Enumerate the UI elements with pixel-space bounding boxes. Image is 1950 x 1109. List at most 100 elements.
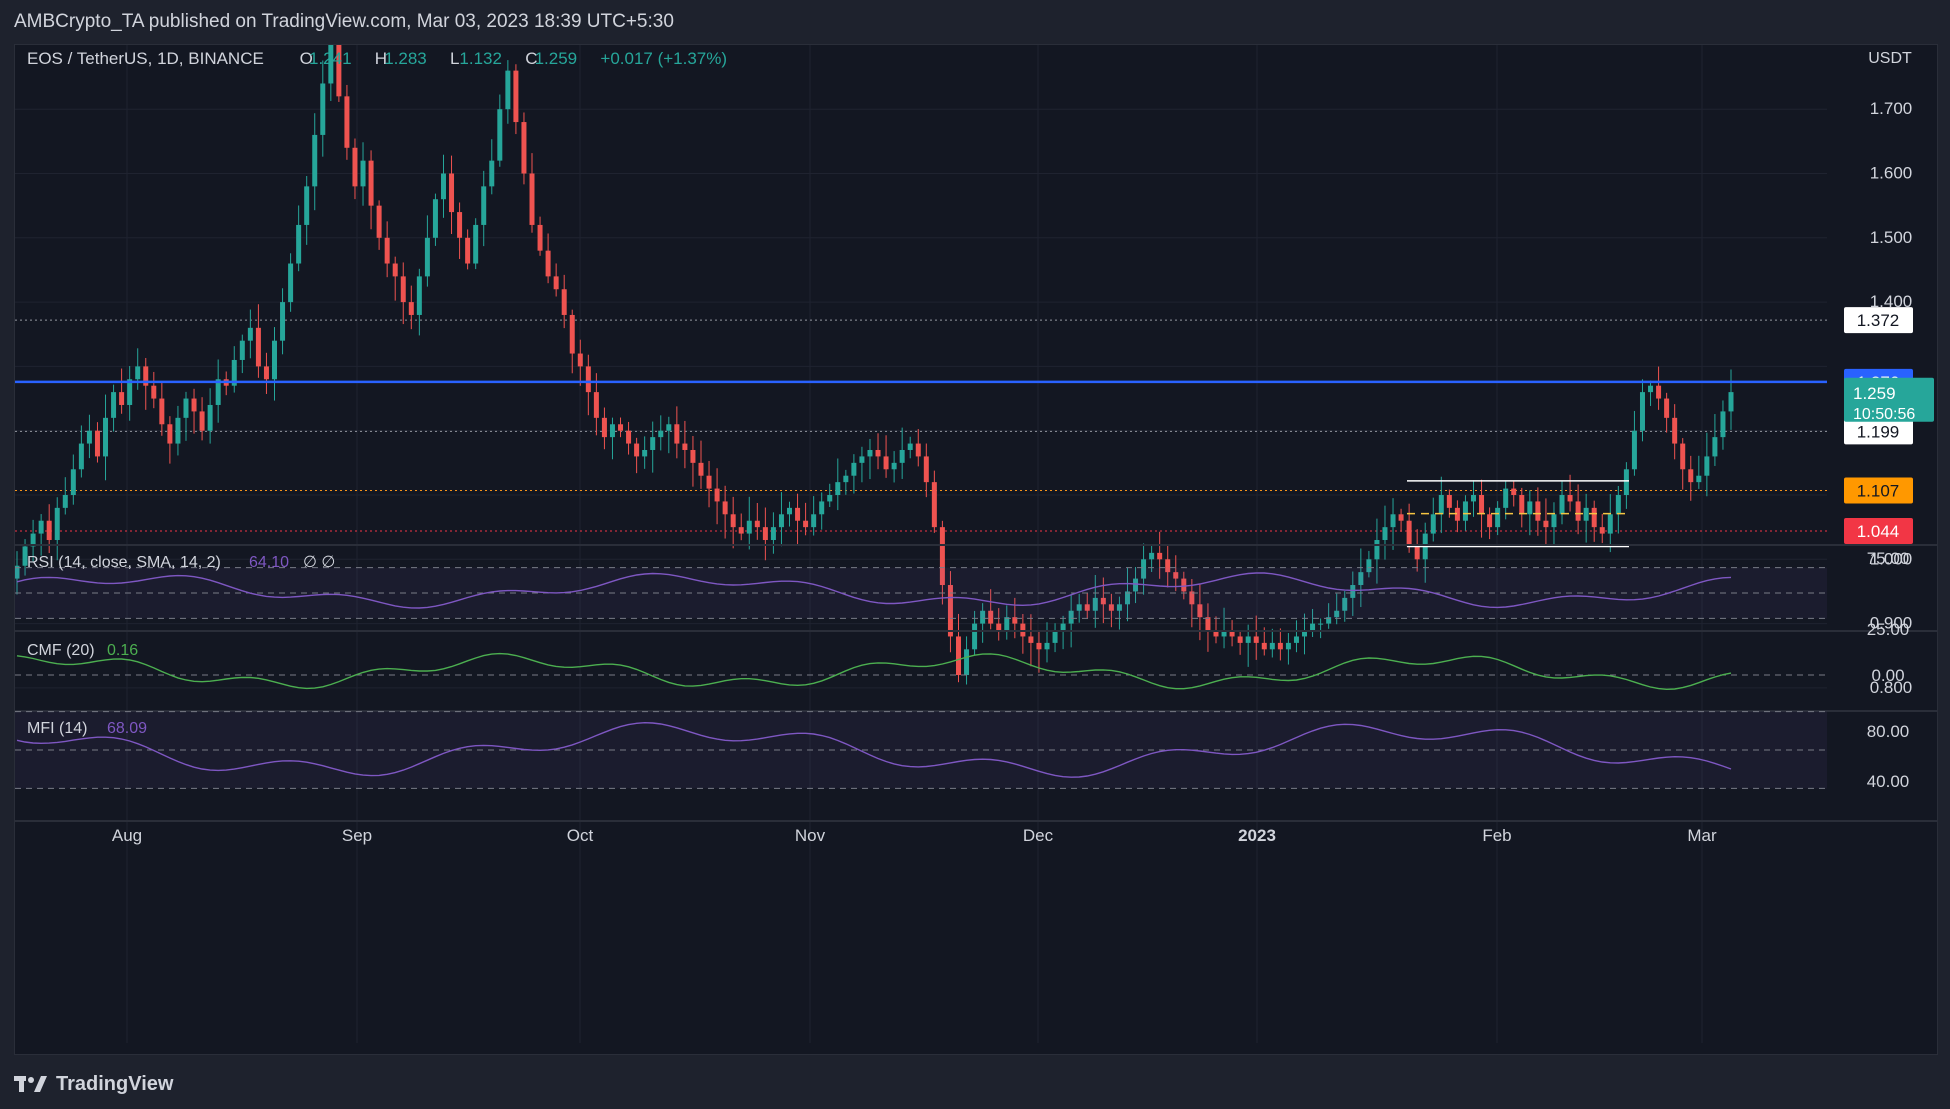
candle-body bbox=[1591, 507, 1597, 528]
candle-body bbox=[931, 482, 937, 528]
mfi-label: MFI (14) bbox=[27, 720, 87, 737]
candle-body bbox=[1213, 630, 1219, 637]
candle-body bbox=[1229, 630, 1235, 637]
candle-body bbox=[980, 610, 986, 624]
low-label: L bbox=[450, 49, 459, 68]
candle-body bbox=[38, 520, 44, 534]
candle-body bbox=[553, 276, 559, 290]
time-tick-label: Nov bbox=[795, 826, 826, 845]
rsi-tick-label: 25.00 bbox=[1867, 620, 1910, 639]
candle-body bbox=[392, 263, 398, 277]
candle-body bbox=[811, 514, 817, 528]
candle-body bbox=[1454, 507, 1460, 521]
candle-body bbox=[207, 404, 213, 431]
candle-body bbox=[843, 475, 849, 483]
candle-body bbox=[489, 160, 495, 187]
candle-body bbox=[642, 449, 648, 457]
open-label: O bbox=[300, 49, 313, 68]
candle-body bbox=[1414, 546, 1420, 560]
rsi-extra: ∅ ∅ bbox=[303, 554, 335, 571]
candle-body bbox=[883, 456, 889, 470]
candle-body bbox=[770, 527, 776, 541]
candle-body bbox=[70, 469, 76, 495]
candle-body bbox=[1438, 495, 1444, 515]
candle-body bbox=[103, 417, 109, 457]
candle-body bbox=[1181, 578, 1187, 592]
candle-body bbox=[320, 83, 326, 135]
candle-body bbox=[996, 623, 1002, 631]
candle-body bbox=[1245, 636, 1251, 643]
candle-body bbox=[1116, 604, 1122, 611]
candle-body bbox=[1277, 642, 1283, 650]
candle-body bbox=[907, 443, 913, 450]
candle-body bbox=[424, 237, 430, 277]
candle-body bbox=[215, 379, 221, 405]
tradingview-brand: TradingView bbox=[56, 1072, 174, 1095]
candle-body bbox=[819, 501, 825, 515]
price-tick-label: 0.800 bbox=[1870, 678, 1913, 697]
candle-body bbox=[1390, 514, 1396, 528]
candle-body bbox=[280, 302, 286, 341]
candle-body bbox=[408, 302, 414, 315]
low-value: 1.132 bbox=[459, 49, 502, 68]
candle-body bbox=[336, 44, 342, 97]
candle-body bbox=[465, 237, 471, 264]
candle-body bbox=[1205, 617, 1211, 631]
candle-body bbox=[62, 495, 68, 508]
candle-body bbox=[899, 449, 905, 463]
rsi-value: 64.10 bbox=[249, 554, 289, 571]
time-tick-label: Oct bbox=[567, 826, 594, 845]
candle-body bbox=[585, 366, 591, 393]
candle-body bbox=[915, 443, 921, 457]
candle-body bbox=[1704, 456, 1710, 476]
candle-body bbox=[1133, 578, 1139, 592]
candle-body bbox=[143, 366, 149, 386]
candle-body bbox=[762, 527, 768, 541]
time-tick-label: Aug bbox=[112, 826, 142, 845]
candle-body bbox=[1664, 398, 1670, 418]
candle-body bbox=[1583, 507, 1589, 521]
price-tick-label: 1.500 bbox=[1870, 228, 1913, 247]
candle-body bbox=[78, 443, 84, 470]
candle-body bbox=[86, 430, 92, 444]
tradingview-footer[interactable]: TradingView bbox=[14, 1068, 173, 1100]
candle-body bbox=[867, 449, 873, 457]
candle-body bbox=[529, 173, 535, 225]
cmf-line bbox=[16, 652, 1732, 691]
price-tick-label: 1.400 bbox=[1870, 292, 1913, 311]
candle-body bbox=[1551, 514, 1557, 528]
candle-body bbox=[666, 424, 672, 431]
price-chart[interactable]: USDT 1.700 1.600 1.500 1.400 1.000 0.900 0.800 1… bbox=[14, 25, 1937, 1054]
candle-body bbox=[1688, 469, 1694, 483]
level-1199-tag bbox=[1844, 418, 1913, 445]
candle-body bbox=[1004, 617, 1010, 631]
close-value: 1.259 bbox=[535, 49, 578, 68]
current-price-label: 1.259 bbox=[1853, 384, 1896, 403]
candle-body bbox=[1326, 617, 1332, 624]
open-value: 1.241 bbox=[309, 49, 352, 68]
candle-body bbox=[626, 430, 632, 444]
rsi-label: RSI (14, close, SMA, 14, 2) bbox=[27, 554, 221, 571]
candle-body bbox=[1253, 636, 1259, 643]
candle-body bbox=[827, 495, 833, 502]
candle-body bbox=[618, 424, 624, 431]
candle-body bbox=[263, 366, 269, 380]
mfi-tick-label: 40.00 bbox=[1867, 772, 1910, 791]
candle-body bbox=[1398, 514, 1404, 521]
candle-body bbox=[674, 424, 680, 444]
chart-frame: USDT 1.700 1.600 1.500 1.400 1.000 0.900 0.800 1… bbox=[14, 25, 1938, 1055]
candle-body bbox=[754, 520, 760, 528]
candle-body bbox=[1358, 572, 1364, 586]
candle-body bbox=[1672, 417, 1678, 444]
candle-body bbox=[304, 186, 310, 225]
candle-body bbox=[384, 237, 390, 264]
candle-body bbox=[1495, 507, 1501, 528]
current-price-tag bbox=[1844, 377, 1934, 422]
candle-body bbox=[1285, 642, 1291, 650]
candle-body bbox=[851, 462, 857, 476]
candle-body bbox=[1342, 597, 1348, 611]
candle-body bbox=[1165, 559, 1171, 573]
candle-body bbox=[14, 565, 20, 579]
time-tick-label: Feb bbox=[1482, 826, 1511, 845]
candle-body bbox=[1350, 585, 1356, 598]
